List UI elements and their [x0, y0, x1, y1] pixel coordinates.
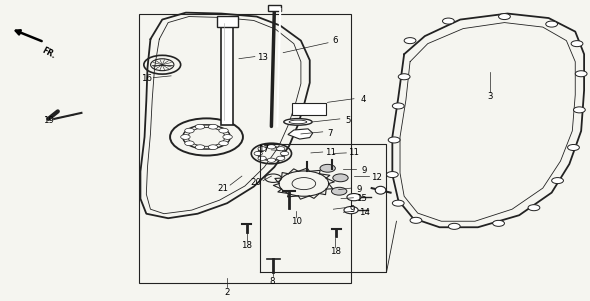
Text: 9: 9: [356, 185, 362, 194]
Text: 20: 20: [250, 178, 261, 187]
Text: 18: 18: [330, 247, 340, 256]
Circle shape: [195, 145, 205, 150]
Circle shape: [254, 151, 263, 156]
Circle shape: [442, 18, 454, 24]
Circle shape: [347, 194, 361, 201]
Circle shape: [528, 205, 540, 211]
Circle shape: [546, 21, 558, 27]
Text: 10: 10: [291, 217, 301, 226]
Circle shape: [267, 158, 276, 162]
Circle shape: [208, 124, 218, 129]
Text: 7: 7: [327, 129, 333, 138]
Circle shape: [332, 187, 347, 195]
Text: 3: 3: [487, 92, 493, 101]
Circle shape: [208, 145, 218, 150]
Ellipse shape: [375, 186, 386, 194]
Circle shape: [277, 156, 285, 160]
Circle shape: [258, 156, 266, 160]
Circle shape: [267, 145, 276, 149]
Circle shape: [185, 141, 194, 146]
Text: 12: 12: [371, 173, 382, 182]
Circle shape: [568, 144, 579, 150]
Circle shape: [181, 135, 190, 139]
Circle shape: [386, 172, 398, 178]
Text: 14: 14: [359, 208, 370, 217]
Circle shape: [575, 71, 587, 77]
Circle shape: [398, 74, 410, 80]
Text: 18: 18: [241, 241, 252, 250]
Circle shape: [223, 135, 232, 139]
Circle shape: [392, 200, 404, 206]
Bar: [292, 103, 326, 115]
Text: 17: 17: [258, 145, 269, 154]
Bar: [139, 14, 351, 283]
Circle shape: [388, 137, 400, 143]
Circle shape: [320, 164, 335, 172]
Circle shape: [185, 128, 194, 133]
Circle shape: [344, 206, 358, 214]
Bar: [268, 5, 281, 11]
Text: 16: 16: [141, 74, 152, 83]
Circle shape: [404, 38, 416, 44]
Bar: [221, 23, 233, 125]
Circle shape: [410, 217, 422, 223]
Text: 2: 2: [224, 288, 230, 297]
Text: 6: 6: [332, 36, 338, 45]
Text: 13: 13: [257, 53, 268, 62]
Circle shape: [499, 14, 510, 20]
Circle shape: [392, 103, 404, 109]
Circle shape: [448, 223, 460, 229]
Text: 11: 11: [325, 147, 336, 157]
Text: 15: 15: [356, 194, 366, 203]
Bar: [217, 16, 238, 27]
Text: 9: 9: [362, 166, 368, 175]
Circle shape: [493, 220, 504, 226]
Text: 8: 8: [270, 277, 276, 286]
Circle shape: [195, 124, 205, 129]
Polygon shape: [288, 129, 313, 139]
Circle shape: [552, 178, 563, 184]
Circle shape: [571, 41, 583, 47]
Circle shape: [333, 174, 348, 182]
Circle shape: [219, 141, 228, 146]
Circle shape: [280, 151, 289, 156]
Circle shape: [277, 147, 285, 151]
Text: 4: 4: [360, 95, 366, 104]
Circle shape: [219, 128, 228, 133]
Text: 9: 9: [349, 205, 355, 214]
Text: 11: 11: [349, 148, 359, 157]
Circle shape: [573, 107, 585, 113]
Text: 21: 21: [218, 184, 228, 193]
Text: 19: 19: [43, 116, 54, 125]
Text: FR.: FR.: [40, 46, 57, 60]
Circle shape: [258, 147, 266, 151]
Ellipse shape: [284, 119, 312, 125]
Text: 5: 5: [345, 116, 351, 125]
